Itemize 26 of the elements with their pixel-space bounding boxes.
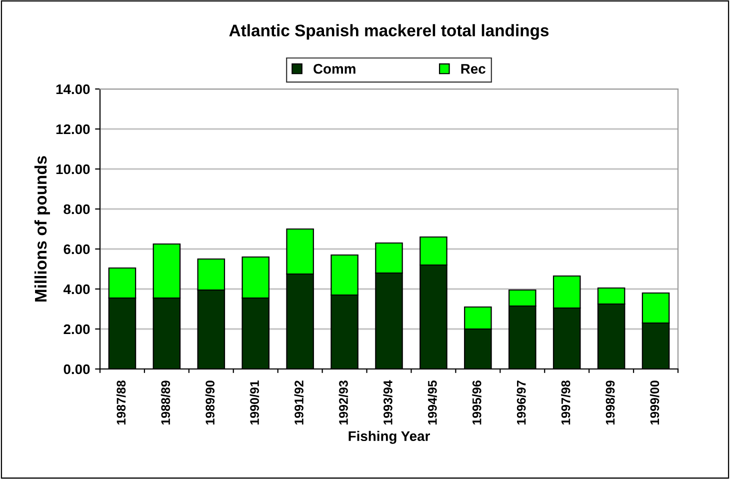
- x-tick-label: 1996/97: [516, 380, 526, 425]
- y-axis-title: Millions of pounds: [34, 156, 50, 302]
- legend-label: Comm: [314, 64, 356, 74]
- x-tick-label: 1998/99: [605, 380, 615, 425]
- x-tick-label: 1999/00: [650, 380, 660, 425]
- y-tick-label: 2.00: [64, 324, 90, 334]
- x-tick-label: 1994/95: [428, 380, 437, 425]
- legend-label: Rec: [461, 64, 486, 74]
- x-tick-label: 1989/90: [205, 380, 215, 425]
- x-tick-label: 1987/88: [116, 380, 126, 425]
- x-tick-label: 1992/93: [338, 380, 348, 425]
- y-tick-label: 4.00: [63, 284, 90, 294]
- x-tick-label: 1991/92: [294, 380, 304, 425]
- y-tick-label: 10.00: [56, 164, 90, 174]
- x-tick-label: 1993/94: [383, 380, 392, 425]
- x-tick-label: 1995/96: [472, 380, 482, 425]
- x-tick-label: 1988/89: [160, 380, 170, 425]
- x-tick-label: 1997/98: [561, 380, 570, 425]
- y-tick-label: 14.00: [56, 84, 90, 94]
- x-tick-label: 1990/91: [250, 380, 260, 425]
- y-tick-label: 0.00: [64, 364, 90, 374]
- y-tick-label: 6.00: [64, 244, 90, 254]
- chart-title: Atlantic Spanish mackerel total landings: [229, 24, 549, 40]
- y-tick-label: 12.00: [56, 124, 90, 134]
- y-tick-label: 8.00: [64, 204, 90, 214]
- x-axis-title: Fishing Year: [348, 430, 430, 444]
